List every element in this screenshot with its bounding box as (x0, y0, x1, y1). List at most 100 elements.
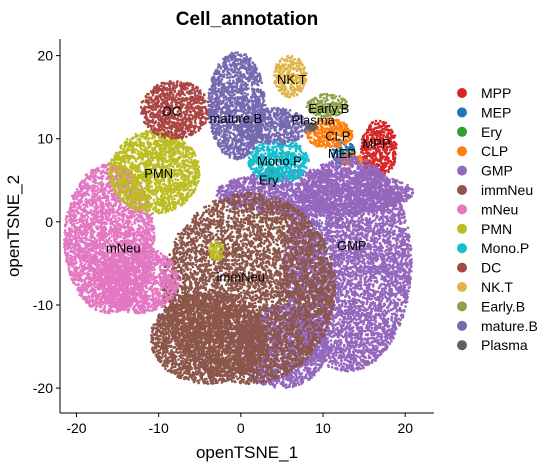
data-point (350, 319, 354, 323)
data-point (381, 246, 385, 249)
data-point (388, 145, 391, 149)
data-point (364, 154, 367, 158)
data-point (391, 143, 395, 147)
data-point (385, 156, 388, 160)
data-point (392, 150, 396, 153)
data-point (367, 151, 371, 154)
data-point (336, 276, 339, 280)
data-point (346, 270, 350, 274)
data-point (351, 265, 355, 269)
data-point (386, 227, 389, 231)
data-point (361, 274, 364, 277)
data-point (352, 351, 355, 354)
data-point (319, 229, 322, 232)
data-point (393, 134, 397, 137)
data-point (375, 336, 379, 339)
data-point (339, 343, 342, 347)
data-point (382, 121, 385, 124)
data-point (340, 302, 344, 306)
data-point (390, 317, 394, 320)
data-point (386, 208, 390, 211)
data-point (319, 140, 322, 143)
data-point (353, 336, 357, 340)
data-point (374, 122, 377, 126)
data-point (385, 245, 389, 248)
data-point (347, 259, 350, 263)
data-point (384, 121, 388, 125)
data-point (378, 158, 382, 162)
data-point (386, 341, 390, 344)
data-point (316, 135, 320, 138)
data-point (337, 303, 341, 307)
data-point (331, 362, 334, 366)
data-point (382, 130, 385, 134)
data-point (324, 146, 327, 149)
data-point (403, 286, 406, 290)
data-point (321, 143, 325, 146)
data-point (374, 156, 378, 159)
data-point (362, 152, 365, 155)
data-point (312, 142, 316, 146)
data-point (394, 141, 397, 145)
data-point (320, 222, 324, 225)
data-point (390, 136, 393, 139)
data-point (362, 134, 366, 137)
data-point (380, 252, 384, 256)
data-point (384, 169, 388, 173)
data-point (360, 150, 363, 154)
data-point (387, 170, 390, 174)
data-point (320, 231, 324, 234)
data-point (364, 132, 367, 136)
data-point (329, 339, 333, 342)
data-point (320, 127, 324, 131)
data-point (400, 301, 404, 305)
data-point (356, 228, 360, 231)
data-point (312, 131, 316, 134)
data-point (380, 268, 384, 271)
data-point (338, 318, 342, 321)
data-point (366, 154, 370, 157)
data-point (383, 145, 386, 148)
data-point (308, 140, 312, 143)
data-point (390, 166, 394, 170)
data-point (374, 276, 378, 280)
data-point (367, 127, 371, 131)
data-point (335, 354, 338, 357)
data-point (385, 128, 389, 131)
data-point (383, 339, 387, 342)
data-point (384, 151, 388, 155)
data-point (407, 252, 410, 255)
data-point (368, 282, 372, 286)
data-point (387, 168, 390, 172)
data-points (63, 51, 415, 390)
data-point (366, 280, 370, 283)
data-point (328, 252, 331, 256)
data-point (336, 361, 340, 365)
data-point (393, 158, 397, 161)
data-point (361, 221, 365, 225)
data-point (368, 348, 371, 351)
data-point (336, 293, 340, 296)
data-point (372, 163, 376, 166)
data-point (339, 122, 342, 126)
data-point (370, 131, 373, 134)
data-point (330, 365, 334, 369)
data-point (366, 160, 370, 163)
data-point (342, 121, 345, 124)
data-point (373, 153, 377, 157)
data-point (318, 219, 322, 222)
data-point (369, 143, 372, 147)
data-point (388, 342, 392, 346)
data-point (387, 267, 390, 271)
data-point (362, 322, 365, 326)
data-point (341, 217, 345, 221)
data-point (406, 254, 410, 257)
data-point (363, 258, 366, 261)
data-point (372, 159, 375, 163)
data-point (388, 295, 392, 298)
data-point (313, 140, 316, 143)
data-point (391, 147, 395, 150)
data-point (374, 331, 378, 335)
data-point (365, 323, 369, 327)
data-point (379, 119, 382, 123)
